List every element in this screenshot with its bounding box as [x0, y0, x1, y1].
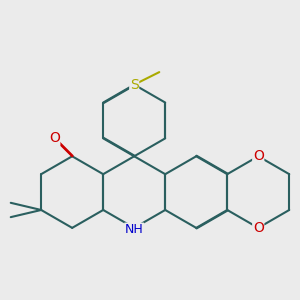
Text: O: O — [253, 221, 264, 235]
Text: O: O — [49, 131, 60, 146]
Text: S: S — [130, 78, 139, 92]
Text: NH: NH — [125, 223, 144, 236]
Text: O: O — [253, 149, 264, 163]
